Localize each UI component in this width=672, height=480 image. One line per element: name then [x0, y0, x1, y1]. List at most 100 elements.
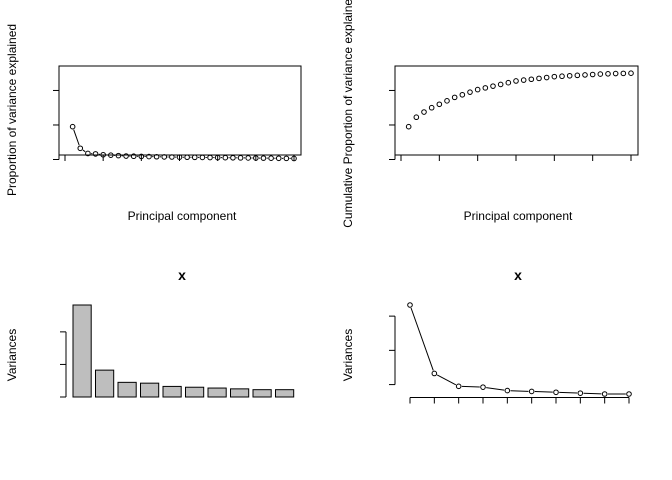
cumulative-pve-point: [428, 104, 435, 111]
pve-point: [283, 155, 290, 162]
pve-point: [161, 154, 168, 160]
cumulative-pve-point: [490, 83, 496, 89]
cumulative-pve-point: [574, 72, 581, 79]
pve-point: [245, 155, 251, 161]
cumulative-pve-point: [474, 86, 481, 93]
cumulative-pve-point: [413, 114, 420, 121]
pve-point: [138, 153, 145, 160]
variance-lineplot-point: [553, 389, 559, 396]
pve-y-axis: [53, 89, 60, 160]
pve-point: [253, 155, 259, 161]
pve-point: [77, 145, 84, 152]
pve-point: [237, 155, 244, 161]
cumulative-pve-point: [421, 109, 427, 115]
variance-bar: [117, 381, 137, 398]
variance-bar: [207, 387, 227, 398]
pve-point: [153, 153, 160, 160]
pve-point: [92, 151, 99, 157]
variance-lineplot-y-axis: [389, 315, 396, 386]
variance-lineplot-line-segment: [461, 385, 480, 388]
cumulative-pve-point: [513, 78, 519, 84]
cumulative-pve-x-axis: [400, 155, 632, 161]
variance-lineplot-line-segment: [534, 391, 553, 393]
variance-lineplot-line-segment: [583, 392, 602, 395]
pve-line-segment: [73, 129, 80, 146]
variance-bar: [95, 369, 115, 398]
cumulative-pve-point: [543, 74, 550, 81]
cumulative-pve-point: [444, 98, 450, 104]
variance-lineplot-point: [626, 391, 632, 397]
cumulative-pve-point: [436, 101, 443, 108]
variance-lineplot-series: [407, 302, 632, 397]
variance-barplot-y-axis-label: Variances: [5, 329, 19, 381]
cumulative-pve-point: [451, 94, 458, 101]
pve-point: [214, 154, 221, 161]
cumulative-pve-point: [559, 73, 565, 80]
cumulative-pve-point: [589, 71, 596, 78]
pve-y-axis-label: Proportion of variance explained: [5, 24, 19, 196]
variance-barplot-bars: [72, 304, 295, 398]
variance-bar: [140, 382, 160, 398]
cumulative-pve-point: [620, 70, 627, 77]
variance-lineplot-point: [528, 388, 535, 395]
variance-bar: [252, 389, 272, 398]
variance-lineplot-line-segment: [486, 387, 505, 391]
pve-point: [100, 151, 106, 158]
cumulative-pve-point: [566, 72, 573, 79]
variance-barplot-y-axis: [60, 331, 67, 398]
pve-point: [191, 154, 198, 161]
variance-lineplot-point: [577, 390, 584, 396]
pve-series: [69, 123, 297, 162]
variance-bar: [230, 388, 250, 398]
pve-point: [260, 155, 267, 161]
cumulative-pve-point: [467, 89, 473, 95]
variance-lineplot-panel: x Variances: [341, 267, 632, 404]
cumulative-pve-point: [482, 85, 489, 91]
pve-point: [176, 154, 183, 160]
pve-point: [222, 154, 229, 161]
pve-point: [184, 154, 190, 161]
cumulative-pve-x-axis-label: Principal component: [464, 209, 573, 223]
pve-point: [146, 153, 152, 160]
cumulative-pve-series: [405, 70, 634, 130]
cumulative-pve-point: [551, 73, 558, 80]
pve-point: [123, 153, 129, 159]
variance-bar: [185, 386, 205, 398]
pve-x-axis-label: Principal component: [128, 209, 237, 223]
pve-point: [130, 153, 137, 160]
pve-point: [85, 150, 91, 157]
cumulative-pve-y-axis: [389, 89, 396, 160]
cumulative-pve-panel: Principal component Cumulative Proportio…: [341, 0, 639, 228]
pve-point: [115, 152, 122, 159]
pve-panel: Principal component Proportion of varian…: [5, 24, 302, 223]
variance-lineplot-point: [431, 370, 438, 377]
variance-lineplot-line-segment: [559, 391, 578, 394]
variance-lineplot-point: [504, 387, 511, 394]
cumulative-pve-point: [605, 71, 611, 77]
variance-bar: [162, 385, 182, 398]
pve-point: [268, 155, 274, 162]
cumulative-pve-point: [628, 70, 634, 76]
variance-barplot-panel: x Variances: [5, 267, 295, 398]
cumulative-pve-point: [405, 123, 412, 130]
variance-lineplot-point: [407, 302, 413, 308]
variance-lineplot-y-axis-label: Variances: [341, 329, 355, 381]
pve-point: [69, 123, 76, 130]
variance-barplot-title: x: [178, 267, 186, 283]
variance-lineplot-line-segment: [510, 390, 529, 392]
variance-lineplot-point: [455, 383, 462, 390]
variance-bar: [72, 304, 92, 398]
cumulative-pve-point: [536, 75, 542, 82]
cumulative-pve-point: [612, 70, 619, 77]
variance-bar: [275, 389, 295, 398]
cumulative-pve-point: [597, 71, 604, 77]
cumulative-pve-point: [497, 81, 504, 88]
pve-point: [230, 154, 236, 161]
variance-lineplot-point: [601, 391, 608, 397]
variance-lineplot-line-segment: [436, 374, 457, 386]
cumulative-pve-point: [459, 91, 466, 98]
variance-lineplot-x-axis: [409, 397, 630, 404]
cumulative-pve-y-axis-label: Cumulative Proportion of variance explai…: [341, 0, 355, 228]
pve-plot-frame: [58, 65, 302, 156]
